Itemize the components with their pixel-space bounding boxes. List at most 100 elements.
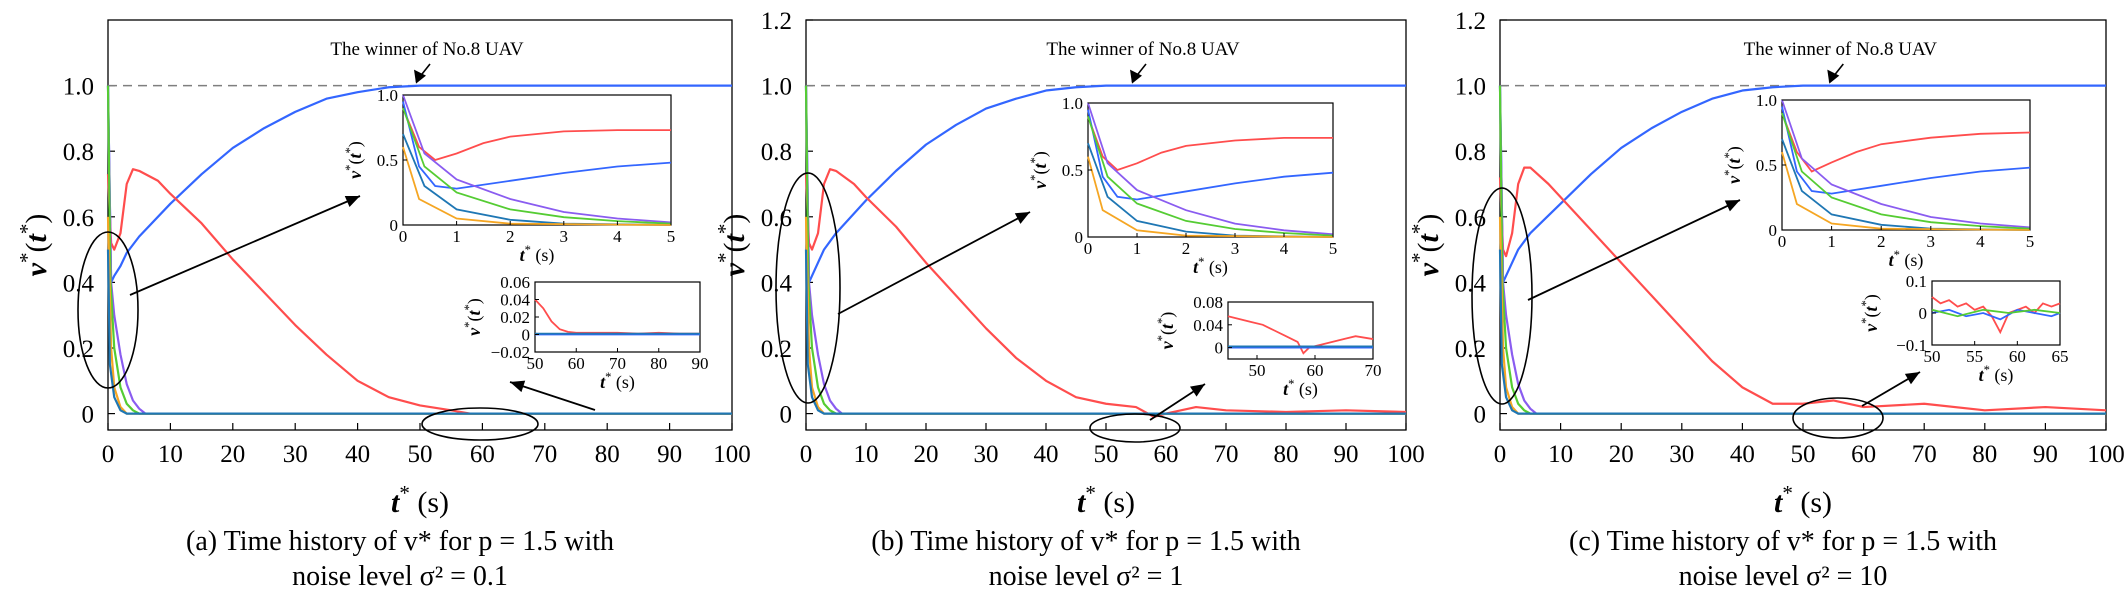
inset-x-tick-label: 60 — [568, 354, 585, 373]
inset-y-tick-label: −0.1 — [1896, 336, 1927, 355]
panel-c: 0 10 20 30 40 50 60 70 80 90 10000.20.40.60.81.01.… — [1407, 8, 2125, 592]
inset-y-tick-label: 1.0 — [1756, 91, 1777, 110]
annotation-arrowhead — [414, 69, 426, 84]
series-line-1 — [804, 168, 1407, 418]
inset-y-tick-label: 0 — [1919, 304, 1928, 323]
x-tick-label: 40 — [1730, 441, 1755, 468]
x-tick-label: 90 — [1334, 441, 1359, 468]
x-tick-label: 80 — [595, 441, 620, 468]
panel-a: 0 10 20 30 40 50 60 70 80 90 10000.20.40.60.81.0Th… — [15, 19, 751, 592]
inset-x-tick-label: 50 — [527, 354, 544, 373]
x-tick-label: 30 — [283, 441, 308, 468]
inset-y-tick-label: 0.5 — [1062, 161, 1083, 180]
caption-line-1: (b) Time history of v* for p = 1.5 with — [871, 526, 1301, 557]
inset-x-axis-label: t* (s) — [1979, 363, 2014, 386]
inset-y-tick-label: 0.5 — [377, 151, 398, 170]
inset-y-tick-label: 0 — [390, 216, 399, 235]
y-tick-label: 0.4 — [1455, 270, 1487, 297]
series-line-0 — [106, 84, 732, 284]
inset-y-tick-label: 0.06 — [500, 273, 530, 292]
caption-line-2: noise level σ² = 10 — [1679, 561, 1888, 592]
y-tick-label: 0.8 — [761, 139, 792, 166]
zoom-arrowhead — [1904, 372, 1920, 385]
caption-line-2: noise level σ² = 1 — [989, 561, 1184, 592]
y-tick-label: 1.2 — [1455, 8, 1486, 35]
y-tick-label: 0.8 — [63, 139, 94, 166]
y-tick-label: 0 — [1474, 402, 1487, 429]
inset-y-axis-label: v*(t*) — [343, 141, 366, 179]
inset-frame — [1931, 280, 2061, 346]
inset-y-axis-label: v*(t*) — [1859, 294, 1882, 332]
inset-y-tick-label: 0.04 — [500, 291, 530, 310]
inset-x-tick-label: 5 — [2026, 232, 2035, 251]
zoom-ellipse — [77, 231, 139, 389]
inset-y-tick-label: 0 — [1769, 221, 1778, 240]
inset-x-tick-label: 55 — [1966, 347, 1983, 366]
x-tick-label: 40 — [345, 441, 370, 468]
zoom-ellipse — [775, 172, 841, 404]
inset-y-axis-label: v*(t*) — [1028, 151, 1051, 189]
inset-x-tick-label: 50 — [1924, 347, 1941, 366]
x-tick-label: 80 — [1274, 441, 1299, 468]
inset-x-tick-label: 60 — [1307, 361, 1324, 380]
inset-x-tick-label: 3 — [1927, 232, 1936, 251]
inset-x-tick-label: 2 — [1877, 232, 1886, 251]
y-tick-label: 1.0 — [63, 74, 94, 101]
y-axis-label: v*(t*) — [1407, 214, 1445, 277]
inset-series-line-2 — [1931, 308, 2061, 318]
inset-series-line-3 — [1087, 116, 1334, 237]
zoom-arrow — [129, 195, 361, 296]
y-tick-label: 0.2 — [63, 336, 94, 363]
inset-y-tick-label: 0 — [1215, 339, 1224, 358]
x-tick-label: 80 — [1972, 441, 1997, 468]
inset-x-tick-label: 2 — [506, 227, 515, 246]
annotation-arrowhead — [1130, 69, 1142, 84]
inset-x-tick-label: 0 — [1778, 232, 1787, 251]
inset-x-tick-label: 80 — [650, 354, 667, 373]
inset-x-tick-label: 4 — [613, 227, 622, 246]
inset-x-tick-label: 70 — [609, 354, 626, 373]
inset-series-line-2 — [1781, 99, 2031, 229]
zoom-arrowhead — [344, 196, 360, 208]
inset-x-tick-label: 2 — [1182, 239, 1191, 258]
inset-y-tick-label: 1.0 — [1062, 94, 1083, 113]
inset-x-tick-label: 60 — [2009, 347, 2026, 366]
inset-x-tick-label: 3 — [1231, 239, 1240, 258]
inset-x-tick-label: 50 — [1249, 361, 1266, 380]
inset-x-tick-label: 0 — [399, 227, 408, 246]
inset-x-tick-label: 1 — [1827, 232, 1836, 251]
inset-x-tick-label: 5 — [1329, 239, 1338, 258]
x-tick-label: 10 — [1548, 441, 1573, 468]
zoom-arrowhead — [1014, 212, 1030, 224]
zoom-arrow — [509, 381, 596, 411]
x-tick-label: 20 — [1609, 441, 1634, 468]
inset-y-axis-label: v*(t*) — [1722, 146, 1745, 184]
inset-x-tick-label: 4 — [1280, 239, 1289, 258]
x-tick-label: 100 — [1387, 441, 1425, 468]
y-axis-label: v*(t*) — [713, 214, 751, 277]
inset-y-tick-label: 0 — [522, 326, 531, 345]
inset-series-line-2 — [1087, 102, 1334, 236]
inset-series-line-1 — [1087, 109, 1334, 201]
inset-series-line-1 — [1781, 106, 2031, 195]
inset-y-tick-label: 0.1 — [1906, 272, 1927, 291]
x-tick-label: 10 — [158, 441, 183, 468]
caption-line-1: (a) Time history of v* for p = 1.5 with — [186, 526, 614, 557]
x-tick-label: 0 — [102, 441, 115, 468]
y-tick-label: 0.2 — [1455, 336, 1486, 363]
series-line-0 — [1498, 84, 2106, 284]
series-line-5 — [804, 249, 1406, 415]
inset-0: 0 1 2 3 4 500.51.0t* (s)v*(t*) — [775, 94, 1338, 404]
x-tick-label: 50 — [1094, 441, 1119, 468]
annotation-winner: The winner of No.8 UAV — [1744, 39, 1938, 60]
inset-x-tick-label: 1 — [1133, 239, 1142, 258]
y-tick-label: 0.8 — [1455, 139, 1486, 166]
y-tick-label: 1.0 — [761, 74, 792, 101]
x-tick-label: 60 — [470, 441, 495, 468]
inset-series-line-1 — [1931, 308, 2061, 321]
x-tick-label: 40 — [1034, 441, 1059, 468]
inset-y-tick-label: 0.08 — [1193, 293, 1223, 312]
inset-x-tick-label: 65 — [2052, 347, 2069, 366]
